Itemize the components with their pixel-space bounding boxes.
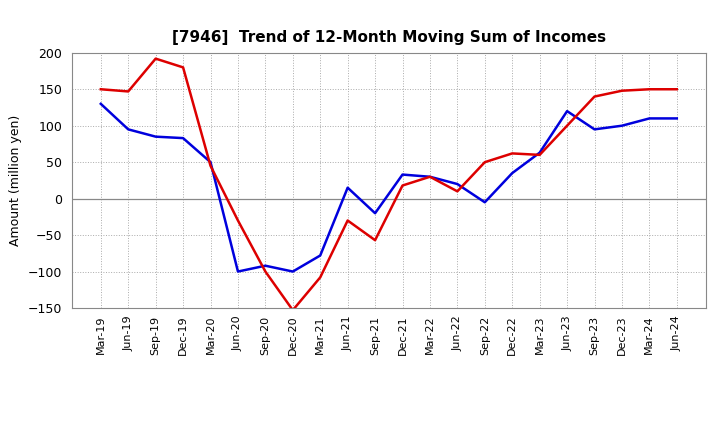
Ordinary Income xyxy=(590,127,599,132)
Ordinary Income xyxy=(508,170,516,176)
Net Income xyxy=(179,65,187,70)
Net Income xyxy=(618,88,626,93)
Net Income xyxy=(426,174,434,180)
Net Income xyxy=(371,238,379,243)
Ordinary Income xyxy=(563,109,572,114)
Net Income xyxy=(480,160,489,165)
Net Income xyxy=(96,87,105,92)
Ordinary Income xyxy=(124,127,132,132)
Net Income xyxy=(453,189,462,194)
Net Income xyxy=(398,183,407,188)
Ordinary Income xyxy=(536,150,544,155)
Net Income xyxy=(124,89,132,94)
Ordinary Income xyxy=(343,185,352,191)
Ordinary Income xyxy=(289,269,297,274)
Ordinary Income xyxy=(480,200,489,205)
Net Income xyxy=(645,87,654,92)
Line: Net Income: Net Income xyxy=(101,59,677,310)
Net Income xyxy=(672,87,681,92)
Ordinary Income xyxy=(426,174,434,180)
Ordinary Income xyxy=(453,181,462,187)
Ordinary Income xyxy=(261,263,270,268)
Y-axis label: Amount (million yen): Amount (million yen) xyxy=(9,115,22,246)
Ordinary Income xyxy=(233,269,242,274)
Net Income xyxy=(233,218,242,223)
Ordinary Income xyxy=(179,136,187,141)
Net Income xyxy=(536,152,544,158)
Net Income xyxy=(563,123,572,128)
Ordinary Income xyxy=(96,101,105,106)
Net Income xyxy=(343,218,352,223)
Net Income xyxy=(590,94,599,99)
Net Income xyxy=(316,275,325,280)
Ordinary Income xyxy=(371,211,379,216)
Net Income xyxy=(508,151,516,156)
Net Income xyxy=(289,308,297,313)
Net Income xyxy=(206,163,215,169)
Ordinary Income xyxy=(672,116,681,121)
Title: [7946]  Trend of 12-Month Moving Sum of Incomes: [7946] Trend of 12-Month Moving Sum of I… xyxy=(172,29,606,45)
Ordinary Income xyxy=(398,172,407,177)
Ordinary Income xyxy=(151,134,160,139)
Line: Ordinary Income: Ordinary Income xyxy=(101,104,677,271)
Ordinary Income xyxy=(206,160,215,165)
Ordinary Income xyxy=(618,123,626,128)
Ordinary Income xyxy=(645,116,654,121)
Net Income xyxy=(261,269,270,274)
Ordinary Income xyxy=(316,253,325,258)
Net Income xyxy=(151,56,160,61)
